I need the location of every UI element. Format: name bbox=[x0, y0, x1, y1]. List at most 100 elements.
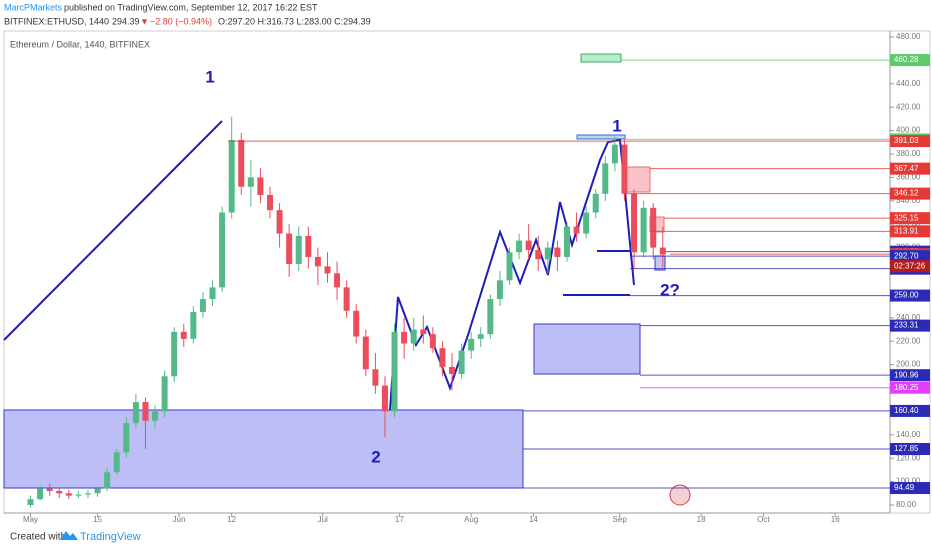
price-tag-label: 346.12 bbox=[894, 189, 919, 198]
candle-body bbox=[199, 299, 206, 312]
candle-body bbox=[171, 331, 178, 377]
change: −2.80 (−0.94%) bbox=[150, 16, 212, 26]
candle-body bbox=[659, 247, 666, 255]
price-tag bbox=[890, 381, 930, 394]
price-tag bbox=[890, 250, 930, 263]
published: published on TradingView.com, September … bbox=[64, 2, 318, 12]
logo bbox=[60, 531, 78, 540]
price-tag bbox=[890, 187, 930, 200]
candle-body bbox=[429, 334, 436, 349]
y-tick-label: 120.00 bbox=[896, 453, 921, 462]
publisher[interactable]: MarcPMarkets bbox=[4, 2, 63, 12]
y-tick-label: 380.00 bbox=[896, 149, 921, 158]
y-tick-label: 420.00 bbox=[896, 102, 921, 111]
price-tag bbox=[890, 369, 930, 382]
candle-body bbox=[439, 348, 446, 367]
x-tick-label: Sep bbox=[613, 515, 628, 524]
candle-body bbox=[631, 193, 638, 253]
candle-body bbox=[650, 207, 657, 248]
candle-body bbox=[161, 376, 168, 412]
candle-body bbox=[209, 287, 216, 300]
annotation: 2 bbox=[371, 447, 380, 466]
price-tag-label: 180.25 bbox=[894, 383, 919, 392]
x-tick-label: Aug bbox=[464, 515, 478, 524]
candle-body bbox=[592, 193, 599, 213]
candle-body bbox=[295, 235, 302, 264]
candle-body bbox=[343, 287, 350, 311]
x-tick-label: Jun bbox=[173, 515, 186, 524]
candle-body bbox=[381, 385, 388, 412]
arrow: ▼ bbox=[140, 16, 149, 26]
x-tick-label: 15 bbox=[93, 515, 102, 524]
price-tag bbox=[890, 482, 930, 495]
brand[interactable]: TradingView bbox=[80, 531, 141, 543]
candle-body bbox=[583, 212, 590, 234]
candle-body bbox=[84, 493, 91, 495]
price-tag bbox=[890, 225, 930, 238]
candle-body bbox=[611, 144, 618, 164]
candle-body bbox=[276, 210, 283, 234]
candle-body bbox=[544, 247, 551, 260]
candle-body bbox=[621, 144, 628, 194]
candle-body bbox=[410, 329, 417, 344]
candle-body bbox=[525, 240, 532, 250]
x-tick-label: Oct bbox=[757, 515, 770, 524]
candle-body bbox=[257, 177, 264, 195]
price-tag-label: 160.40 bbox=[894, 406, 919, 415]
candle-body bbox=[37, 488, 44, 500]
wave-line bbox=[389, 138, 635, 411]
candle-body bbox=[123, 423, 130, 453]
candle-body bbox=[286, 233, 293, 264]
annotation: 2? bbox=[660, 280, 680, 299]
y-tick-label: 480.00 bbox=[896, 32, 921, 41]
candle-body bbox=[142, 402, 149, 421]
price-tag-label: 325.15 bbox=[894, 213, 919, 222]
price-tag-label: 94.49 bbox=[894, 483, 915, 492]
candle-body bbox=[324, 266, 331, 274]
created-with: Created with bbox=[10, 532, 66, 543]
symbol: BITFINEX:ETHUSD, 1440 bbox=[4, 16, 109, 26]
price-tag-label: 292.70 bbox=[894, 251, 919, 260]
price-tag bbox=[890, 443, 930, 456]
price-tag bbox=[890, 212, 930, 225]
candle-body bbox=[228, 139, 235, 213]
y-tick-label: 80.00 bbox=[896, 500, 917, 509]
candle-body bbox=[180, 331, 187, 339]
price-tag-label: 233.31 bbox=[894, 321, 919, 330]
candle-body bbox=[27, 499, 34, 505]
y-tick-label: 100.00 bbox=[896, 477, 921, 486]
candle-body bbox=[46, 488, 53, 491]
candle-body bbox=[353, 310, 360, 337]
candle-body bbox=[314, 256, 321, 267]
candle-body bbox=[56, 490, 63, 494]
x-tick-label: 18 bbox=[697, 515, 706, 524]
price-tag-label: 367.47 bbox=[894, 164, 919, 173]
candle-body bbox=[640, 207, 647, 253]
chart-title: Ethereum / Dollar, 1440, BITFINEX bbox=[10, 39, 150, 49]
candle-body bbox=[132, 402, 139, 424]
candle-body bbox=[75, 494, 82, 496]
x-tick-label: May bbox=[23, 515, 38, 524]
y-tick-label: 240.00 bbox=[896, 313, 921, 322]
price-tag-label: 391.03 bbox=[894, 136, 919, 145]
candle-body bbox=[449, 366, 456, 374]
zone bbox=[533, 323, 641, 375]
annotation: 1 bbox=[612, 116, 621, 135]
candle-body bbox=[602, 163, 609, 194]
candle-body bbox=[535, 249, 542, 260]
price-tag-label: 190.96 bbox=[894, 370, 919, 379]
x-tick-label: 16 bbox=[831, 515, 840, 524]
y-tick-label: 220.00 bbox=[896, 336, 921, 345]
price-tag bbox=[890, 289, 930, 302]
candle-body bbox=[468, 338, 475, 351]
price-tag bbox=[890, 135, 930, 148]
candle-body bbox=[190, 311, 197, 339]
price-tag-label: 259.00 bbox=[894, 291, 919, 300]
candle-body bbox=[113, 452, 120, 473]
last: 294.39 bbox=[112, 16, 140, 26]
badge bbox=[669, 484, 691, 506]
candle-body bbox=[362, 336, 369, 370]
x-tick-label: Jul bbox=[318, 515, 328, 524]
candle-body bbox=[247, 177, 254, 187]
candle-body bbox=[458, 350, 465, 374]
